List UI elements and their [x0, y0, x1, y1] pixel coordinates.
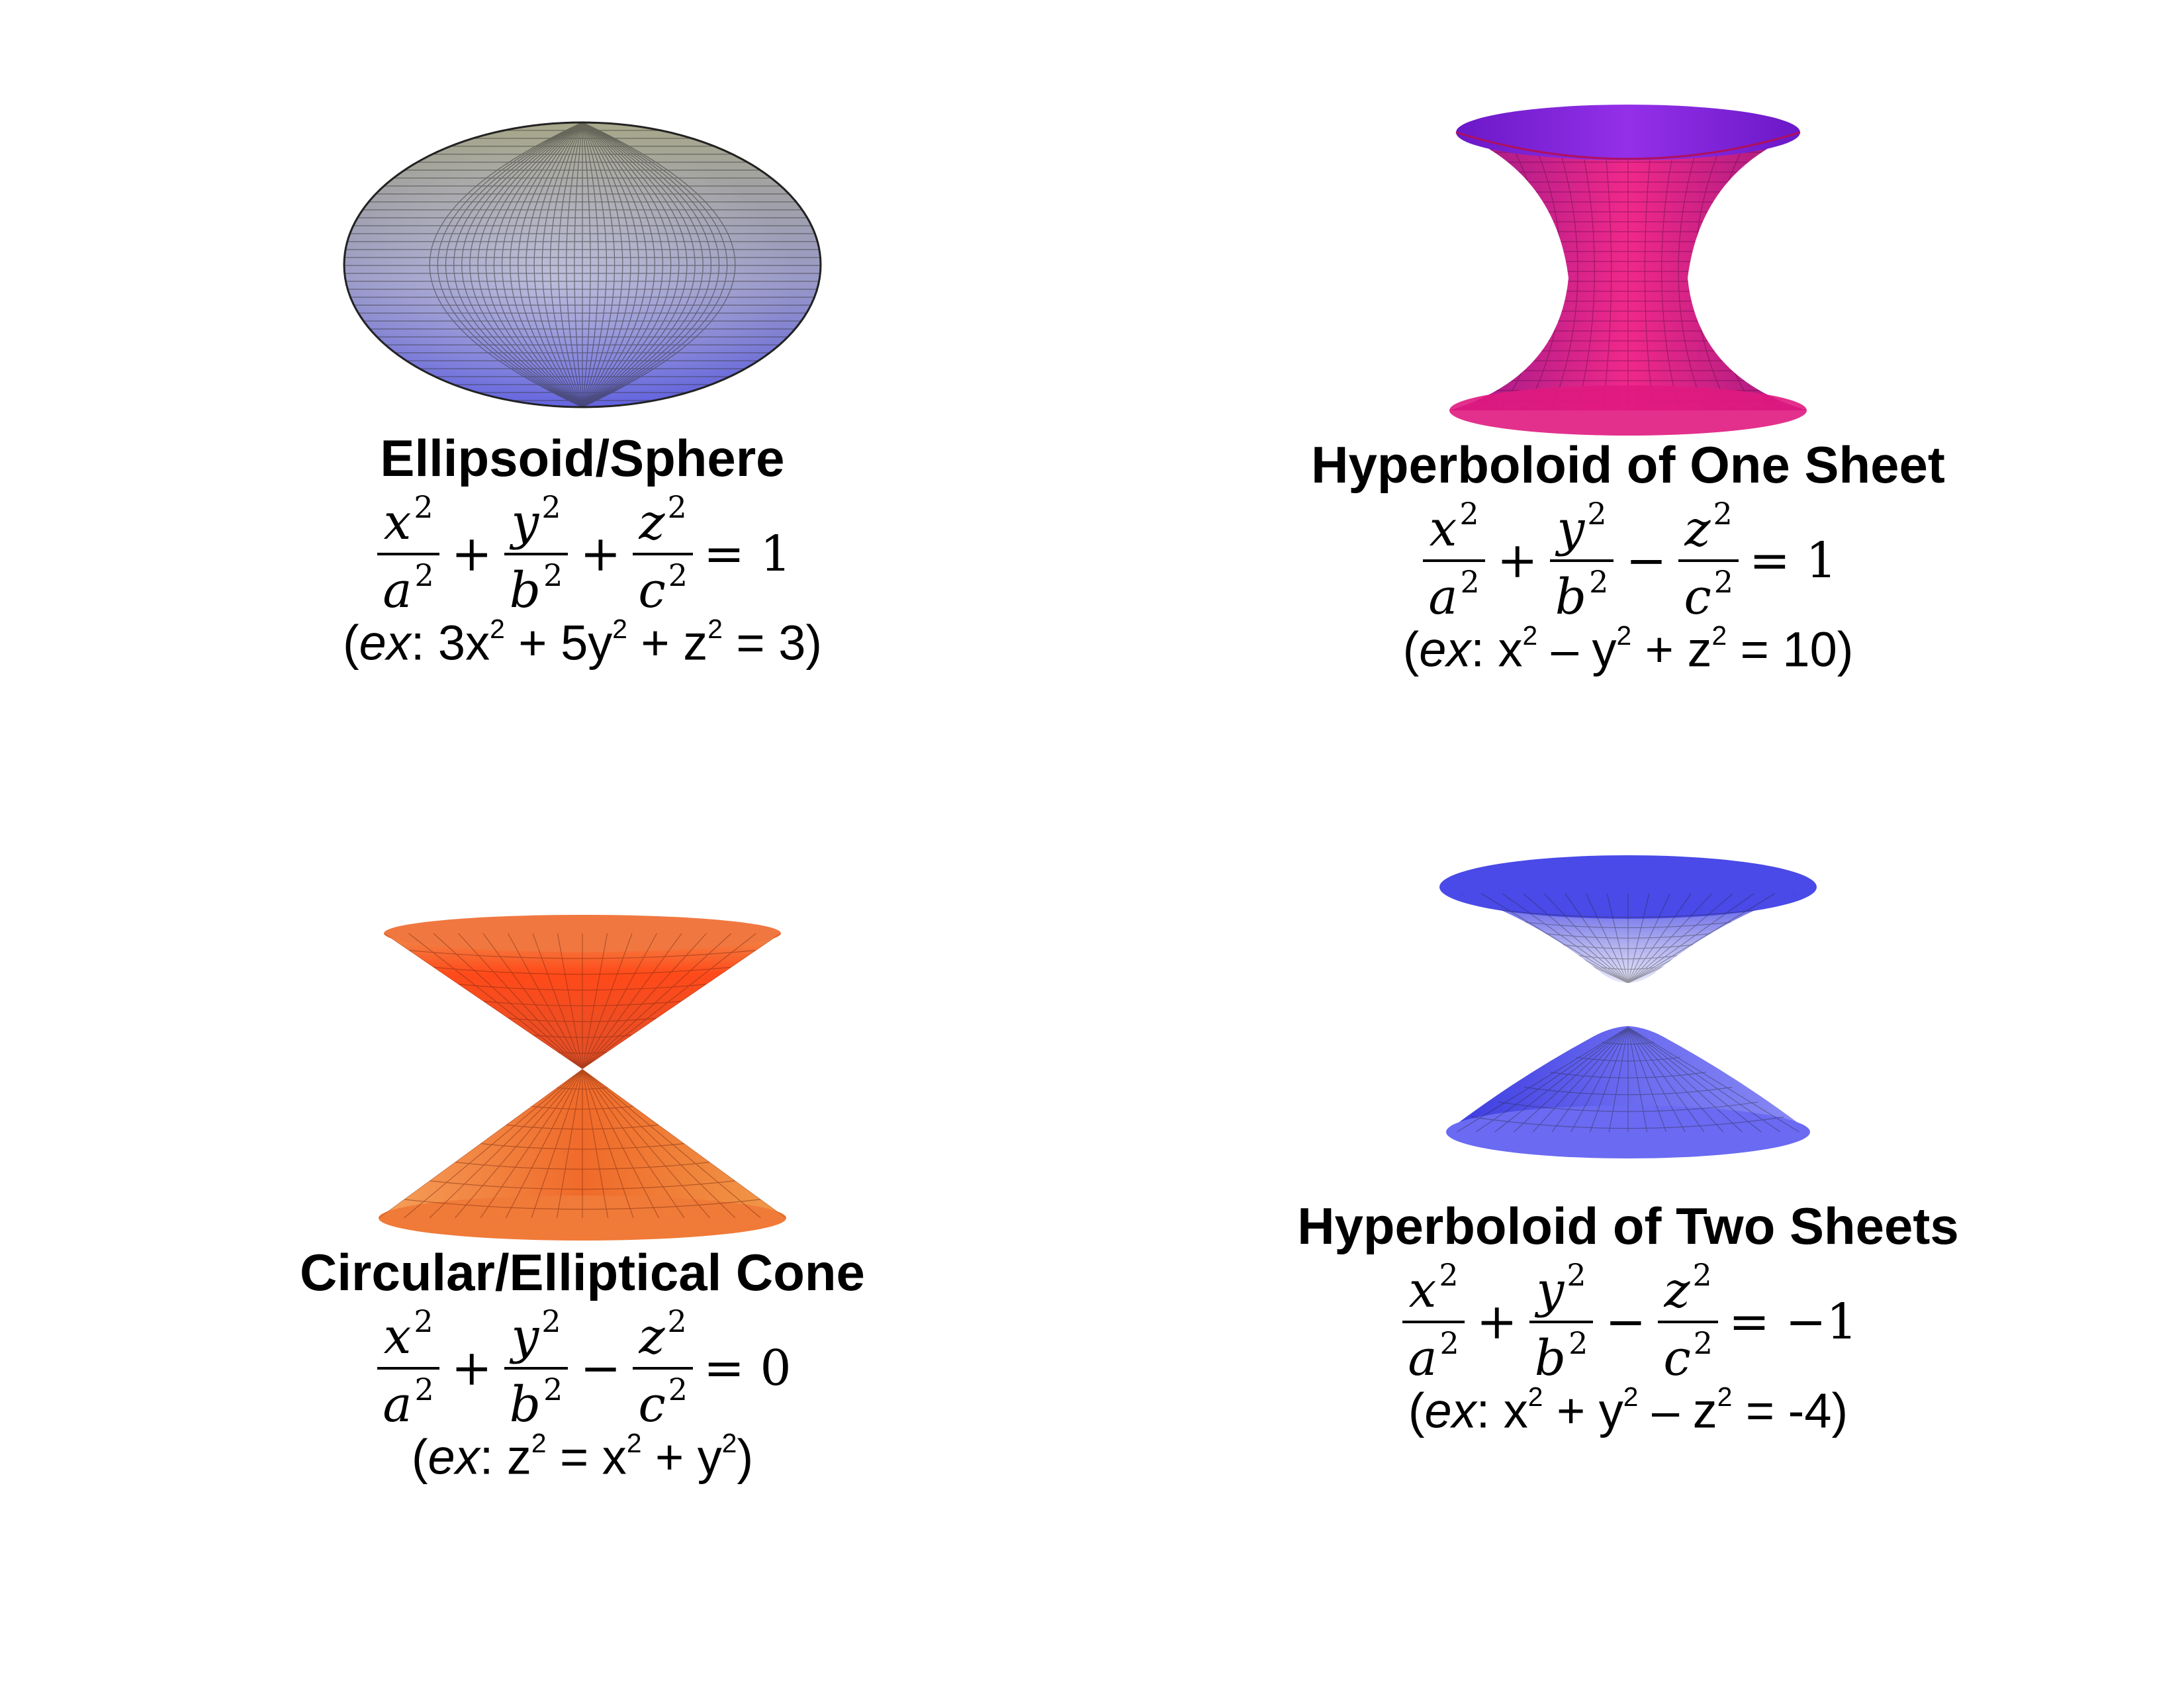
- operator: +: [580, 525, 621, 583]
- hyperboloid-two-sheets-equation: x2 a2 + y2 b2 − z2 c2 = −1: [1165, 1259, 2091, 1385]
- equation-rhs: = 1: [1749, 532, 1837, 589]
- cone-image: [379, 915, 786, 1241]
- fraction-x: x2 a2: [377, 1305, 439, 1431]
- hyperboloid-one-sheet-equation: x2 a2 + y2 b2 − z2 c2 = 1: [1165, 498, 2091, 624]
- cone-example: (ex: z2 = x2 + y2): [411, 1428, 754, 1485]
- fraction-z: z2 c2: [1678, 498, 1739, 624]
- panel-hyperboloid-one-sheet: Hyperboloid of One Sheet x2 a2 + y2 b2 − z…: [1165, 99, 2091, 678]
- cone-title: Circular/Elliptical Cone: [300, 1243, 865, 1301]
- fraction-x: x2 a2: [377, 491, 439, 617]
- ellipsoid-image: [343, 121, 822, 408]
- panel-ellipsoid: Ellipsoid/Sphere x2 a2 + y2 b2 + z2 c2 = 1 …: [119, 99, 1046, 671]
- hyperboloid-one-sheet-image: [1449, 105, 1807, 436]
- panel-hyperboloid-two-sheets: Hyperboloid of Two Sheets x2 a2 + y2 b2 − …: [1165, 841, 2091, 1439]
- operator: −: [1625, 532, 1667, 589]
- fraction-y: y2 b2: [504, 1305, 569, 1431]
- equation-rhs: = 1: [703, 525, 792, 583]
- fraction-y: y2 b2: [504, 491, 569, 617]
- fraction-z: z2 c2: [1658, 1259, 1718, 1385]
- operator: +: [1476, 1293, 1518, 1350]
- operator: +: [451, 1339, 492, 1397]
- hyperboloid-two-sheets-example: (ex: x2 + y2 – z2 = -4): [1408, 1382, 1848, 1438]
- hyperboloid-two-sheets-image: [1439, 855, 1817, 1158]
- ellipsoid-example: (ex: 3x2 + 5y2 + z2 = 3): [343, 614, 822, 671]
- ellipsoid-title: Ellipsoid/Sphere: [380, 429, 785, 487]
- operator: −: [580, 1339, 621, 1397]
- cone-equation: x2 a2 + y2 b2 − z2 c2 = 0: [119, 1305, 1046, 1431]
- ellipsoid-equation: x2 a2 + y2 b2 + z2 c2 = 1: [119, 491, 1046, 617]
- hyperboloid-two-sheets-title: Hyperboloid of Two Sheets: [1297, 1197, 1959, 1255]
- fraction-z: z2 c2: [633, 491, 693, 617]
- equation-rhs: = −1: [1728, 1293, 1858, 1350]
- fraction-x: x2 a2: [1402, 1259, 1465, 1385]
- operator: +: [451, 525, 492, 583]
- fraction-z: z2 c2: [633, 1305, 693, 1431]
- hyperboloid-one-sheet-title: Hyperboloid of One Sheet: [1311, 436, 1945, 494]
- hyperboloid-one-sheet-example: (ex: x2 – y2 + z2 = 10): [1402, 620, 1854, 677]
- operator: +: [1496, 532, 1538, 589]
- fraction-y: y2 b2: [1529, 1259, 1594, 1385]
- fraction-y: y2 b2: [1549, 498, 1614, 624]
- equation-rhs: = 0: [703, 1339, 792, 1397]
- panel-cone: Circular/Elliptical Cone x2 a2 + y2 b2 − z…: [119, 907, 1046, 1485]
- fraction-x: x2 a2: [1423, 498, 1485, 624]
- operator: −: [1605, 1293, 1647, 1350]
